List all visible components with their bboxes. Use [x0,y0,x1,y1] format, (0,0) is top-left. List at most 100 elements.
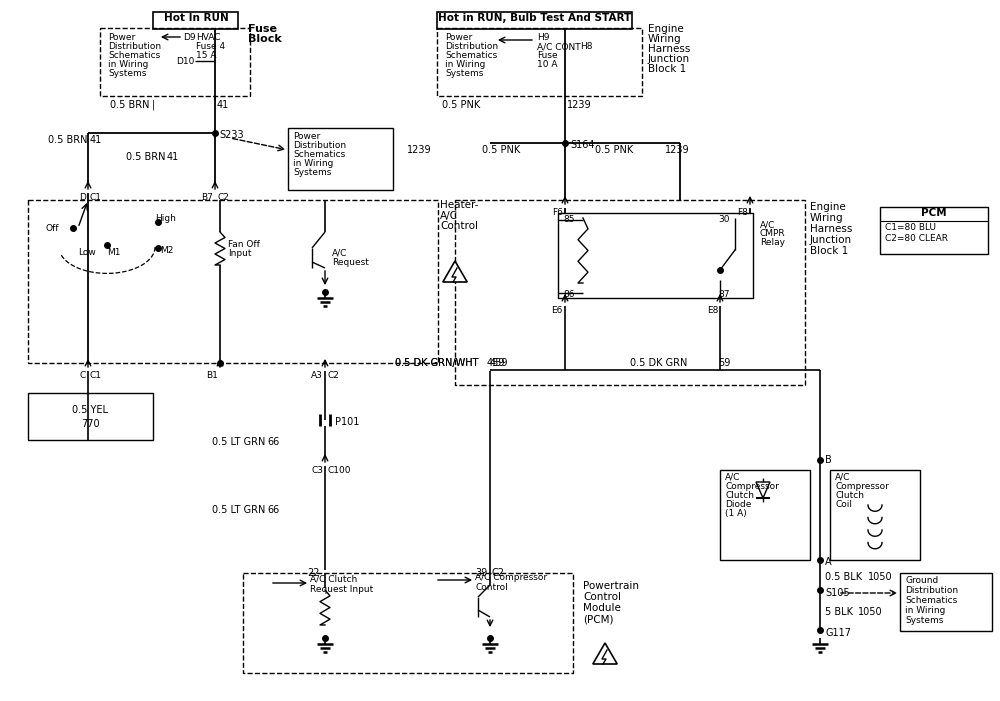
Text: Engine: Engine [648,24,684,34]
Text: CMPR: CMPR [760,229,786,238]
Text: 30: 30 [718,215,730,224]
Text: 41: 41 [90,135,102,145]
Text: A/C Clutch: A/C Clutch [310,575,357,584]
Text: Systems: Systems [445,69,483,78]
Text: Fuse: Fuse [248,24,277,34]
Text: C: C [80,371,86,380]
Bar [28,393,153,440]
Text: C1=80 BLU: C1=80 BLU [885,223,936,232]
Text: A/C: A/C [440,211,458,221]
Text: in Wiring: in Wiring [445,60,485,69]
Text: Module: Module [583,603,621,613]
Text: Power: Power [293,132,320,141]
Text: 1239: 1239 [567,100,592,110]
Text: Coil: Coil [835,500,852,509]
Text: B: B [825,455,832,465]
Text: C2: C2 [492,568,505,578]
Text: B7: B7 [201,193,213,202]
Text: Request: Request [332,258,369,267]
Text: 10 A: 10 A [537,60,558,69]
Text: |: | [152,100,155,111]
Text: P101: P101 [335,417,359,427]
Text: Junction: Junction [810,235,852,245]
Text: C1: C1 [90,193,102,202]
Text: C2: C2 [327,371,339,380]
Text: 0.5 LT GRN: 0.5 LT GRN [212,437,265,447]
Text: 0.5 DK GRN: 0.5 DK GRN [630,358,687,368]
Text: Off: Off [45,224,58,233]
Text: Wiring: Wiring [648,34,682,44]
Text: F6: F6 [552,208,563,217]
Text: 15 A: 15 A [196,51,216,60]
Text: Block 1: Block 1 [648,64,686,74]
Text: 1239: 1239 [407,145,432,155]
Text: A/C: A/C [835,473,850,482]
Text: Junction: Junction [648,54,690,64]
Text: E6: E6 [552,306,563,315]
Text: Heater-: Heater- [440,200,479,210]
Text: Fuse 4: Fuse 4 [196,42,225,51]
Text: 0.5 BLK: 0.5 BLK [825,572,862,582]
Text: 1050: 1050 [868,572,893,582]
Text: Control: Control [583,592,621,602]
Text: 41: 41 [167,152,179,162]
Text: 0.5 PNK: 0.5 PNK [442,100,480,110]
Text: H9: H9 [537,33,550,42]
Text: M2: M2 [160,246,173,255]
Text: Distribution: Distribution [905,586,958,595]
Text: A/C Compressor: A/C Compressor [475,573,547,582]
Text: S233: S233 [219,130,244,140]
Text: Power: Power [108,33,135,42]
Text: C3: C3 [311,466,323,475]
Bar [153,12,238,29]
Text: 0.5 BRN: 0.5 BRN [126,152,165,162]
Text: A/C CONT: A/C CONT [537,42,581,51]
Text: 459: 459 [490,358,509,368]
Text: in Wiring: in Wiring [905,606,945,615]
Text: E8: E8 [707,306,718,315]
Text: HVAC: HVAC [196,33,220,42]
Text: Fuse: Fuse [537,51,558,60]
Text: 0.5 DK GRN/WHT: 0.5 DK GRN/WHT [395,358,479,368]
Text: in Wiring: in Wiring [293,159,333,168]
Text: H8: H8 [580,42,592,51]
Text: 86: 86 [563,290,574,299]
Text: 1050: 1050 [858,607,883,617]
Text: F8: F8 [737,208,748,217]
Text: 0.5 DK GRN/WHT: 0.5 DK GRN/WHT [395,358,479,368]
Polygon shape [593,643,617,664]
Polygon shape [443,261,467,282]
Text: 85: 85 [563,215,574,224]
Bar [558,213,753,298]
Text: 22: 22 [308,568,320,578]
Text: Schematics: Schematics [293,150,345,159]
Bar [880,207,988,254]
Bar [243,573,573,673]
Text: 39: 39 [476,568,488,578]
Text: M1: M1 [107,248,120,257]
Text: 0.5 PNK: 0.5 PNK [482,145,520,155]
Text: S105: S105 [825,588,850,598]
Text: 41: 41 [217,100,229,110]
Text: Request Input: Request Input [310,585,373,594]
Text: G117: G117 [825,628,851,638]
Text: 0.5 YEL: 0.5 YEL [72,405,108,415]
Text: Systems: Systems [108,69,146,78]
Text: 66: 66 [267,505,279,515]
Text: Wiring: Wiring [810,213,844,223]
Text: Hot in RUN, Bulb Test And START: Hot in RUN, Bulb Test And START [438,13,632,23]
Text: C2: C2 [217,193,229,202]
Bar [437,12,632,29]
Text: D: D [79,193,86,202]
Text: Harness: Harness [810,224,852,234]
Text: Systems: Systems [905,616,943,625]
Text: 770: 770 [81,419,99,429]
Text: Schematics: Schematics [108,51,160,60]
Text: Clutch: Clutch [835,491,864,500]
Bar [288,128,393,190]
Text: A/C: A/C [332,248,347,257]
Text: Power: Power [445,33,472,42]
Text: PCM: PCM [921,208,947,218]
Text: Control: Control [475,583,508,592]
Text: D10: D10 [176,57,194,66]
